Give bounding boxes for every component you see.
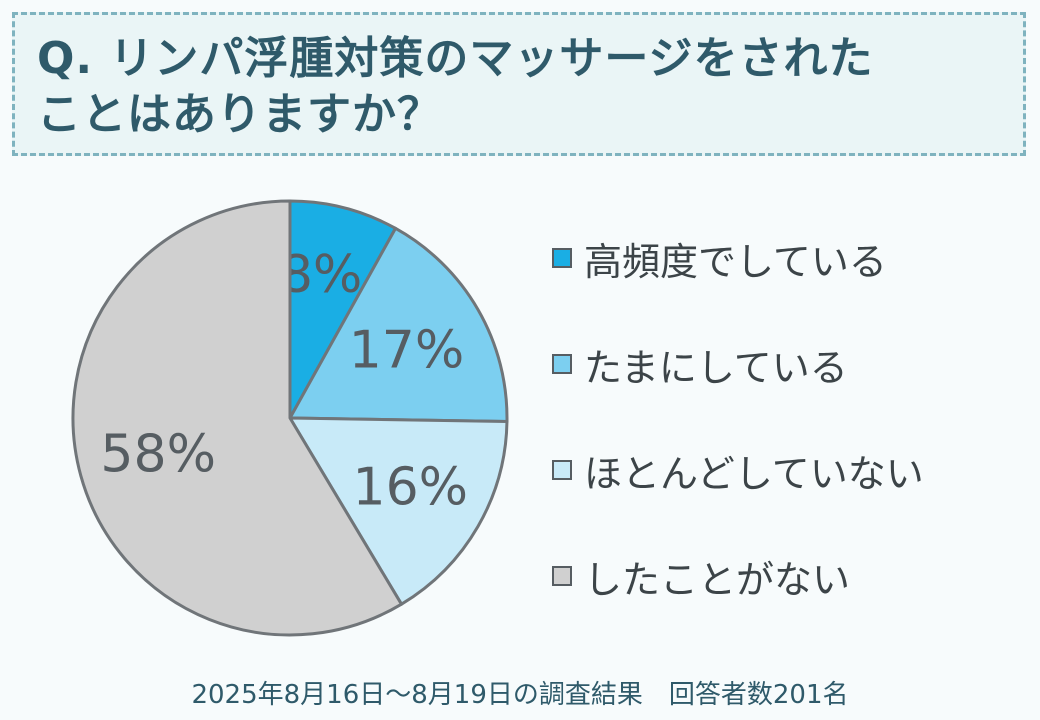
survey-footnote: 2025年8月16日～8月19日の調査結果 回答者数201名 [191, 680, 849, 710]
legend-label: 高頻度でしている [584, 239, 887, 284]
question-title-box: Q. リンパ浮腫対策のマッサージをされた ことはありますか？ [12, 12, 1026, 156]
legend-item: したことがない [552, 546, 850, 606]
pie-slice-1 [288, 199, 397, 420]
slice-data-label-1: 8% [280, 245, 363, 305]
pie-slice-4 [71, 199, 403, 637]
legend-item: たまにしている [552, 334, 848, 394]
slice-data-label-2: 17% [349, 321, 465, 381]
legend-swatch [552, 248, 572, 268]
legend-label: したことがない [584, 557, 851, 602]
legend-label: ほとんどしていない [584, 451, 924, 496]
legend-item: 高頻度でしている [552, 228, 887, 288]
legend-label: たまにしている [584, 345, 848, 390]
pie-slice-2 [288, 226, 509, 423]
legend-swatch [552, 354, 572, 374]
pie-slice-3 [288, 416, 509, 606]
slice-data-label-4: 58% [100, 424, 216, 484]
slice-data-label-3: 16% [353, 457, 469, 517]
legend-item: ほとんどしていない [552, 440, 924, 500]
legend-swatch [552, 566, 572, 586]
legend-swatch [552, 460, 572, 480]
question-title: Q. リンパ浮腫対策のマッサージをされた ことはありますか？ [37, 33, 874, 140]
